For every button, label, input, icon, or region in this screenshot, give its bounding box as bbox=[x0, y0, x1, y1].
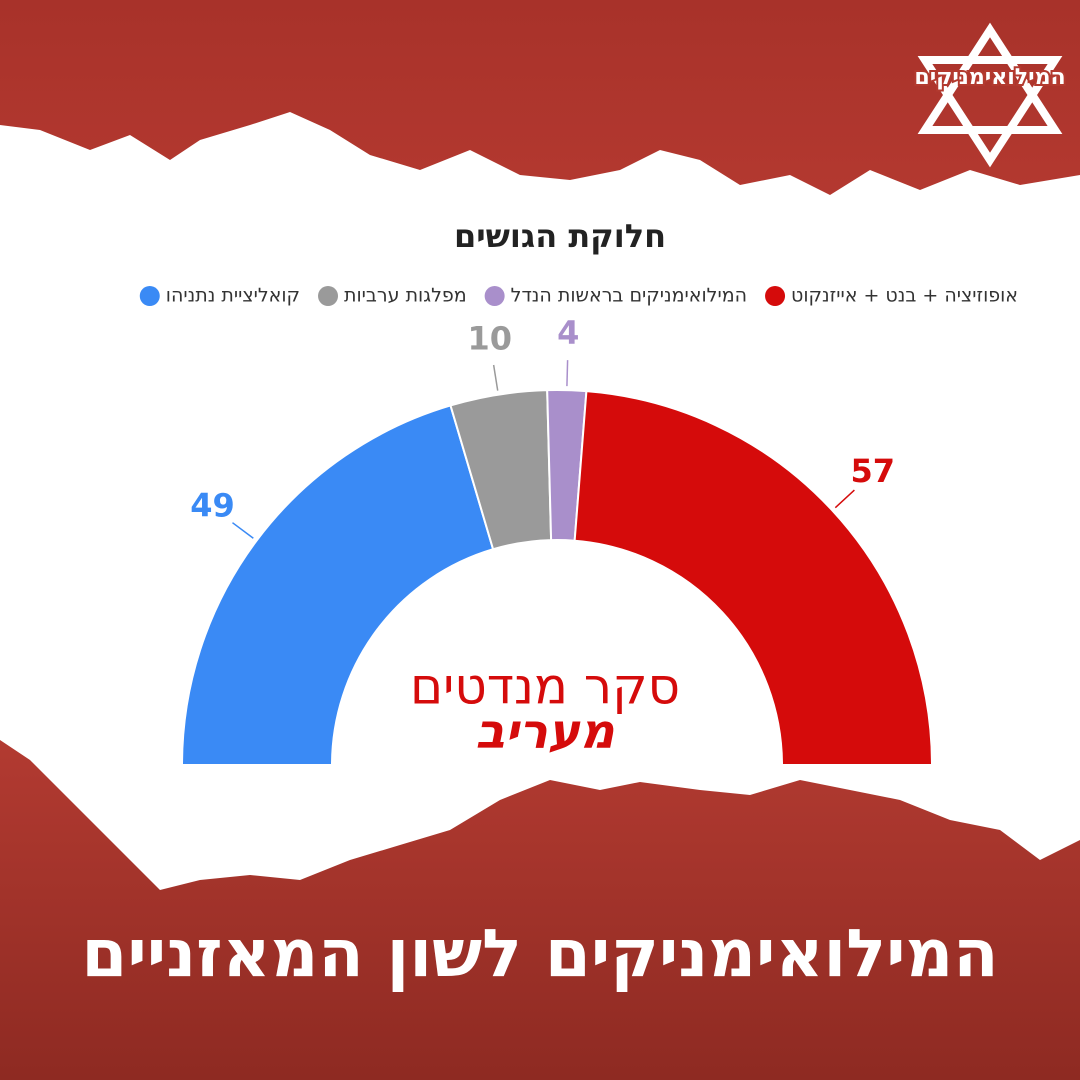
chart-title: חלוקת הגושים bbox=[454, 217, 666, 255]
value-label: 4 bbox=[557, 314, 579, 352]
legend-swatch bbox=[139, 286, 160, 306]
leader-line bbox=[492, 364, 499, 391]
logo-text: המילואימניקים bbox=[914, 65, 1065, 90]
legend-label: המילואימניקים בראשות הנדל bbox=[511, 285, 747, 307]
legend-label: מפלגות ערביות bbox=[344, 285, 467, 307]
logo bbox=[917, 22, 1063, 168]
legend-swatch bbox=[484, 286, 505, 306]
slice bbox=[573, 390, 934, 766]
center-line2: מעריב bbox=[475, 704, 615, 760]
slice bbox=[180, 404, 495, 766]
value-label: 49 bbox=[190, 487, 235, 525]
legend-swatch bbox=[765, 286, 786, 306]
center-line1: סקר מנדטים bbox=[410, 658, 680, 716]
legend-label: קואליציית נתניהו bbox=[166, 285, 300, 307]
leader-line bbox=[566, 360, 569, 387]
legend-label: אופוזיציה + בנט + אייזנקוט bbox=[791, 285, 1018, 307]
value-label: 10 bbox=[467, 319, 512, 357]
leader-line bbox=[834, 489, 855, 509]
value-label: 57 bbox=[850, 452, 895, 490]
footer: המילואימניקים לשון המאזניים bbox=[81, 915, 998, 992]
leader-line bbox=[232, 522, 254, 539]
legend-swatch bbox=[318, 286, 339, 306]
